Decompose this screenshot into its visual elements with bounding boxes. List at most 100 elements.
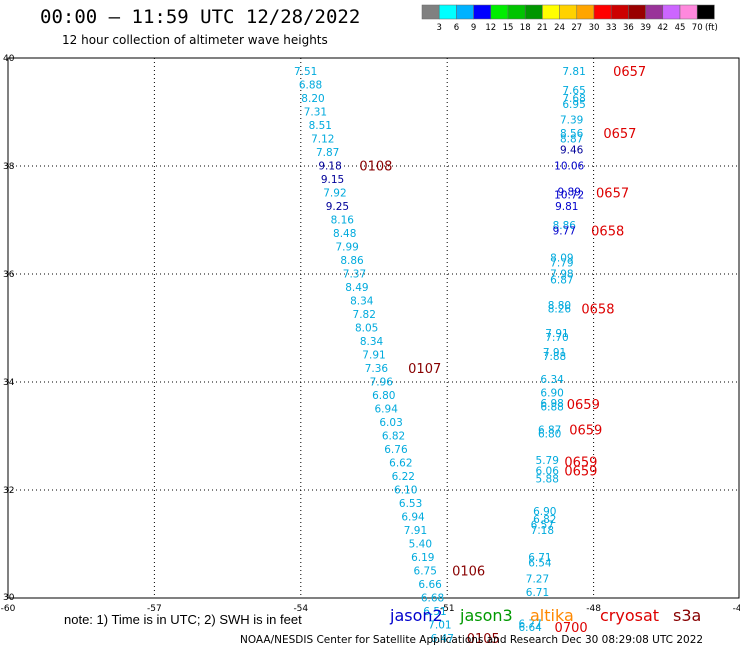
swh-value: 7.12: [311, 133, 334, 145]
swh-value: 8.80: [548, 300, 571, 312]
swh-value: 5.88: [536, 474, 559, 486]
colorbar-swatch: [473, 4, 492, 20]
swh-value: 6.66: [418, 579, 442, 591]
swh-value: 6.75: [414, 565, 437, 577]
swh-value: 8.48: [333, 228, 356, 240]
swh-value: 8.87: [560, 133, 583, 145]
swh-value: 6.71: [526, 587, 549, 599]
x-tick-label: -48: [586, 604, 601, 614]
swh-value: 6.62: [389, 457, 412, 469]
time-label: 0700: [555, 621, 588, 636]
swh-value: 8.49: [345, 282, 368, 294]
swh-value: 6.90: [533, 506, 556, 518]
swh-value: 6.34: [540, 374, 564, 386]
swh-value: 6.22: [392, 471, 415, 483]
time-label: 0658: [591, 224, 624, 239]
swh-value: 7.18: [531, 525, 554, 537]
colorbar-swatch: [542, 4, 560, 20]
colorbar-tick: 3: [436, 23, 441, 33]
time-label: 0657: [603, 127, 636, 142]
swh-value: 7.70: [545, 332, 568, 344]
swh-value: 6.95: [562, 99, 585, 111]
swh-value: 6.64: [518, 622, 542, 634]
swh-value: 10.72: [554, 190, 584, 202]
colorbar-swatch: [507, 4, 526, 20]
swh-value: 9.89: [558, 186, 581, 198]
y-tick-label: 30: [3, 593, 15, 603]
swh-value: 6.98: [540, 398, 563, 410]
colorbar-tick: 24: [554, 23, 565, 33]
legend-jason2: jason2: [390, 606, 443, 625]
swh-value: 6.82: [533, 514, 556, 526]
legend-jason3: jason3: [460, 606, 513, 625]
time-label: 0106: [452, 564, 485, 579]
swh-value: 9.15: [321, 174, 344, 186]
time-label: 0657: [596, 186, 629, 201]
swh-value: 7.27: [526, 574, 549, 586]
chart-title: 00:00 – 11:59 UTC 12/28/2022: [40, 6, 361, 28]
swh-value: 6.88: [299, 79, 322, 91]
colorbar-swatch: [696, 4, 715, 20]
swh-value: 5.40: [409, 538, 432, 550]
footer-credit: NOAA/NESDIS Center for Satellite Applica…: [240, 634, 704, 646]
colorbar-tick: 12: [485, 23, 496, 33]
swh-value: 7.82: [353, 309, 376, 321]
legend-s3a: s3a: [673, 606, 702, 625]
x-tick-label: -51: [440, 604, 455, 614]
swh-value: 7.91: [404, 525, 427, 537]
swh-value: 7.98: [550, 268, 573, 280]
colorbar-swatch: [645, 4, 664, 20]
swh-value: 6.88: [540, 401, 563, 413]
swh-value: 9.77: [553, 225, 576, 237]
swh-value: 7.87: [316, 147, 339, 159]
swh-value: 7.31: [304, 106, 327, 118]
time-label: 0107: [408, 362, 441, 377]
swh-value: 9.81: [555, 201, 578, 213]
swh-value: 8.56: [560, 128, 584, 140]
swh-value: 6.90: [540, 387, 563, 399]
colorbar-swatch: [679, 4, 698, 20]
time-label: 0659: [564, 455, 597, 470]
x-tick-label: -45: [733, 604, 740, 614]
swh-value: 6.19: [411, 552, 434, 564]
legend-cryosat: cryosat: [600, 606, 660, 625]
colorbar-tick: 70: [692, 23, 703, 33]
swh-value: 7.36: [365, 363, 389, 375]
x-tick-label: -60: [1, 604, 16, 614]
y-tick-label: 38: [3, 162, 15, 172]
swh-value: 8.86: [553, 220, 577, 232]
data-points: 7.516.888.207.318.517.127.879.189.157.92…: [294, 66, 586, 645]
chart-subtitle: 12 hour collection of altimeter wave hei…: [62, 33, 328, 47]
swh-value: 9.25: [326, 201, 349, 213]
swh-value: 7.79: [550, 258, 573, 270]
colorbar-swatch: [576, 4, 595, 20]
plot-frame: [7, 57, 740, 599]
time-label: 0659: [564, 465, 597, 480]
colorbar-swatch: [628, 4, 646, 20]
swh-value: 8.20: [301, 93, 324, 105]
swh-value: 9.46: [560, 144, 584, 156]
swh-value: 6.03: [379, 417, 402, 429]
swh-value: 7.01: [428, 619, 451, 631]
swh-value: 10.06: [554, 160, 584, 172]
swh-value: 6.87: [550, 274, 573, 286]
swh-value: 6.51: [423, 606, 446, 618]
y-tick-label: 32: [3, 486, 14, 496]
swh-value: 7.91: [545, 328, 568, 340]
colorbar-swatch: [524, 4, 543, 20]
swh-value: 6.10: [394, 484, 417, 496]
colorbar-tick: 9: [471, 23, 476, 33]
swh-value: 7.91: [543, 347, 566, 359]
swh-value: 6.68: [421, 592, 444, 604]
swh-value: 8.51: [309, 120, 332, 132]
swh-value: 9.18: [318, 160, 341, 172]
colorbar-swatch: [421, 4, 440, 20]
swh-value: 5.79: [536, 455, 559, 467]
swh-value: 8.34: [350, 295, 374, 307]
colorbar-tick: 30: [589, 23, 600, 33]
swh-value: 7.81: [562, 66, 585, 78]
axis-ticks: -60 -57 -54 -51 -48 -45 30 32 34 36 38 40: [1, 54, 740, 614]
swh-value: 7.39: [560, 115, 583, 127]
x-tick-label: -54: [293, 604, 308, 614]
